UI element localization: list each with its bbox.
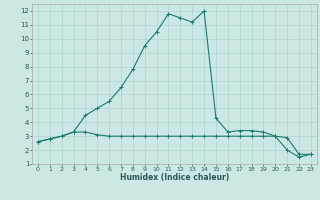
X-axis label: Humidex (Indice chaleur): Humidex (Indice chaleur) <box>120 173 229 182</box>
